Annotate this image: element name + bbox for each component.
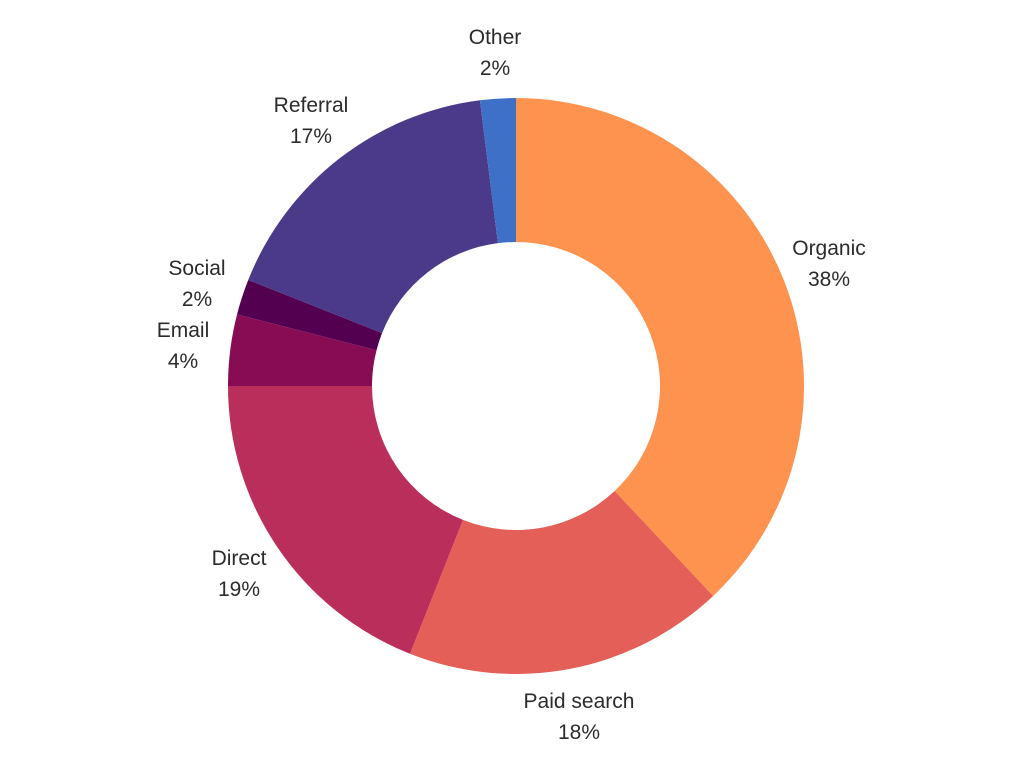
label-organic-value: 38% bbox=[807, 268, 851, 291]
label-direct: Direct 19% bbox=[212, 543, 267, 605]
label-direct-value: 19% bbox=[217, 578, 261, 601]
label-referral-name: Referral bbox=[273, 94, 349, 117]
slice-direct bbox=[228, 386, 463, 654]
label-organic-name: Organic bbox=[792, 237, 866, 260]
label-referral: Referral 17% bbox=[274, 90, 349, 152]
slice-paid-search bbox=[409, 490, 714, 674]
label-email-name: Email bbox=[156, 319, 210, 342]
label-social-value: 2% bbox=[181, 288, 213, 311]
label-social: Social 2% bbox=[168, 253, 225, 315]
slice-social bbox=[237, 279, 383, 351]
slice-email bbox=[228, 314, 377, 386]
label-referral-value: 17% bbox=[289, 125, 333, 148]
slice-organic bbox=[516, 98, 805, 596]
label-other-value: 2% bbox=[479, 57, 511, 80]
slice-referral bbox=[248, 100, 498, 333]
label-other-name: Other bbox=[468, 26, 522, 49]
label-paid-search: Paid search 18% bbox=[524, 686, 635, 748]
label-organic: Organic 38% bbox=[792, 233, 866, 295]
slice-other bbox=[479, 98, 516, 244]
label-other: Other 2% bbox=[469, 22, 522, 84]
label-email-value: 4% bbox=[167, 350, 199, 373]
label-social-name: Social bbox=[168, 257, 226, 280]
label-paid-search-value: 18% bbox=[557, 721, 601, 744]
label-direct-name: Direct bbox=[211, 547, 267, 570]
label-paid-search-name: Paid search bbox=[523, 690, 635, 713]
label-email: Email 4% bbox=[157, 315, 210, 377]
